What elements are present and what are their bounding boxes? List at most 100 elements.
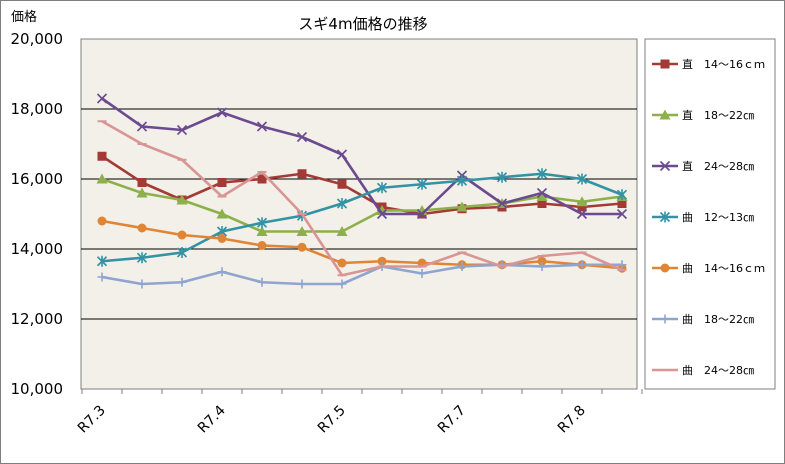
data-point <box>216 208 228 219</box>
data-point <box>217 267 227 277</box>
data-point <box>416 208 428 220</box>
data-point <box>216 107 228 118</box>
data-point <box>336 226 348 236</box>
series <box>97 120 627 277</box>
data-point <box>617 199 627 208</box>
y-tick-label: 10,000 <box>11 380 64 398</box>
data-point <box>257 174 267 184</box>
data-point <box>176 194 188 205</box>
data-point <box>576 196 588 207</box>
data-point <box>337 179 347 189</box>
legend-label: 直 18～22㎝ <box>682 108 754 122</box>
data-point <box>496 198 508 209</box>
series-line <box>101 172 623 263</box>
data-point <box>576 173 588 185</box>
data-point <box>137 223 147 233</box>
y-tick-label: 18,000 <box>11 100 64 118</box>
data-point <box>256 226 268 236</box>
data-point <box>137 279 147 289</box>
data-point <box>659 211 671 223</box>
data-point <box>217 234 227 243</box>
data-point <box>577 260 587 270</box>
series-line <box>101 219 623 270</box>
legend-label: 曲 24～28㎝ <box>682 364 754 377</box>
data-point <box>536 168 548 180</box>
data-point <box>256 121 268 132</box>
y-axis-ticks: 10,000 12,000 14,000 16,000 18,000 20,000 <box>11 30 64 398</box>
series-line <box>101 120 623 277</box>
data-point <box>537 256 547 266</box>
data-point <box>577 202 587 212</box>
legend-item: 直 24～28㎝ <box>652 159 754 173</box>
data-point <box>617 260 627 270</box>
data-point <box>297 242 307 252</box>
legend-item: 曲 24～28㎝ <box>652 364 754 377</box>
data-point <box>659 109 671 120</box>
x-tick-label: R7.4 <box>195 402 229 436</box>
data-point <box>660 263 670 273</box>
legend-item: 直 18～22㎝ <box>652 108 754 122</box>
data-point <box>336 149 348 160</box>
data-point <box>376 182 388 194</box>
legend-label: 曲 12～13㎝ <box>682 211 754 224</box>
data-point <box>96 93 108 104</box>
data-point <box>217 178 227 187</box>
data-point <box>296 131 308 143</box>
data-point <box>576 208 588 220</box>
series-line <box>101 97 622 216</box>
legend-box <box>644 38 776 390</box>
data-point <box>536 191 548 201</box>
legend-item: 曲 14～16ｃｍ <box>652 262 765 275</box>
data-point <box>496 171 508 183</box>
legend-label: 曲 18～22㎝ <box>682 313 754 326</box>
data-point <box>256 217 268 229</box>
data-point <box>659 160 671 172</box>
series-line <box>101 177 623 233</box>
data-point <box>376 205 388 215</box>
data-point <box>536 187 548 199</box>
data-point <box>660 59 670 69</box>
data-point <box>660 314 670 324</box>
x-tick-label: R7.3 <box>75 403 109 437</box>
y-tick-label: 14,000 <box>11 240 64 258</box>
data-point <box>177 277 187 287</box>
data-point <box>616 208 628 220</box>
series-line <box>101 263 622 286</box>
series-lines <box>96 93 628 289</box>
data-point <box>337 258 347 268</box>
data-point <box>457 262 467 271</box>
legend-item: 直 14～16ｃｍ <box>652 57 765 71</box>
legend-item: 曲 12～13㎝ <box>652 211 754 224</box>
data-point <box>257 241 267 250</box>
data-point <box>257 277 267 287</box>
legend-label: 曲 14～16ｃｍ <box>682 262 765 275</box>
data-point <box>297 279 307 289</box>
data-point <box>176 124 188 136</box>
legend-item: 曲 18～22㎝ <box>652 313 754 326</box>
data-point <box>377 256 387 266</box>
data-point <box>417 269 427 278</box>
y-axis-label: 価格 <box>11 9 37 25</box>
x-axis-ticks: R7.3 R7.4 R7.5 R7.7 R7.8 <box>75 389 643 437</box>
data-point <box>97 151 107 161</box>
plot-area <box>80 38 638 390</box>
data-point <box>96 173 108 184</box>
data-point <box>136 121 148 132</box>
data-point <box>136 187 148 198</box>
series <box>97 216 627 273</box>
x-tick-label: R7.7 <box>435 403 469 437</box>
data-point <box>96 255 108 267</box>
chart-title: スギ4m価格の推移 <box>298 15 427 33</box>
data-point <box>456 201 468 212</box>
data-point <box>337 279 347 289</box>
x-tick-label: R7.5 <box>315 403 349 437</box>
data-point <box>176 247 188 258</box>
series <box>97 260 627 289</box>
data-point <box>97 216 107 226</box>
x-tick-label: R7.8 <box>555 403 589 437</box>
data-point <box>136 252 148 264</box>
data-point <box>537 199 547 208</box>
